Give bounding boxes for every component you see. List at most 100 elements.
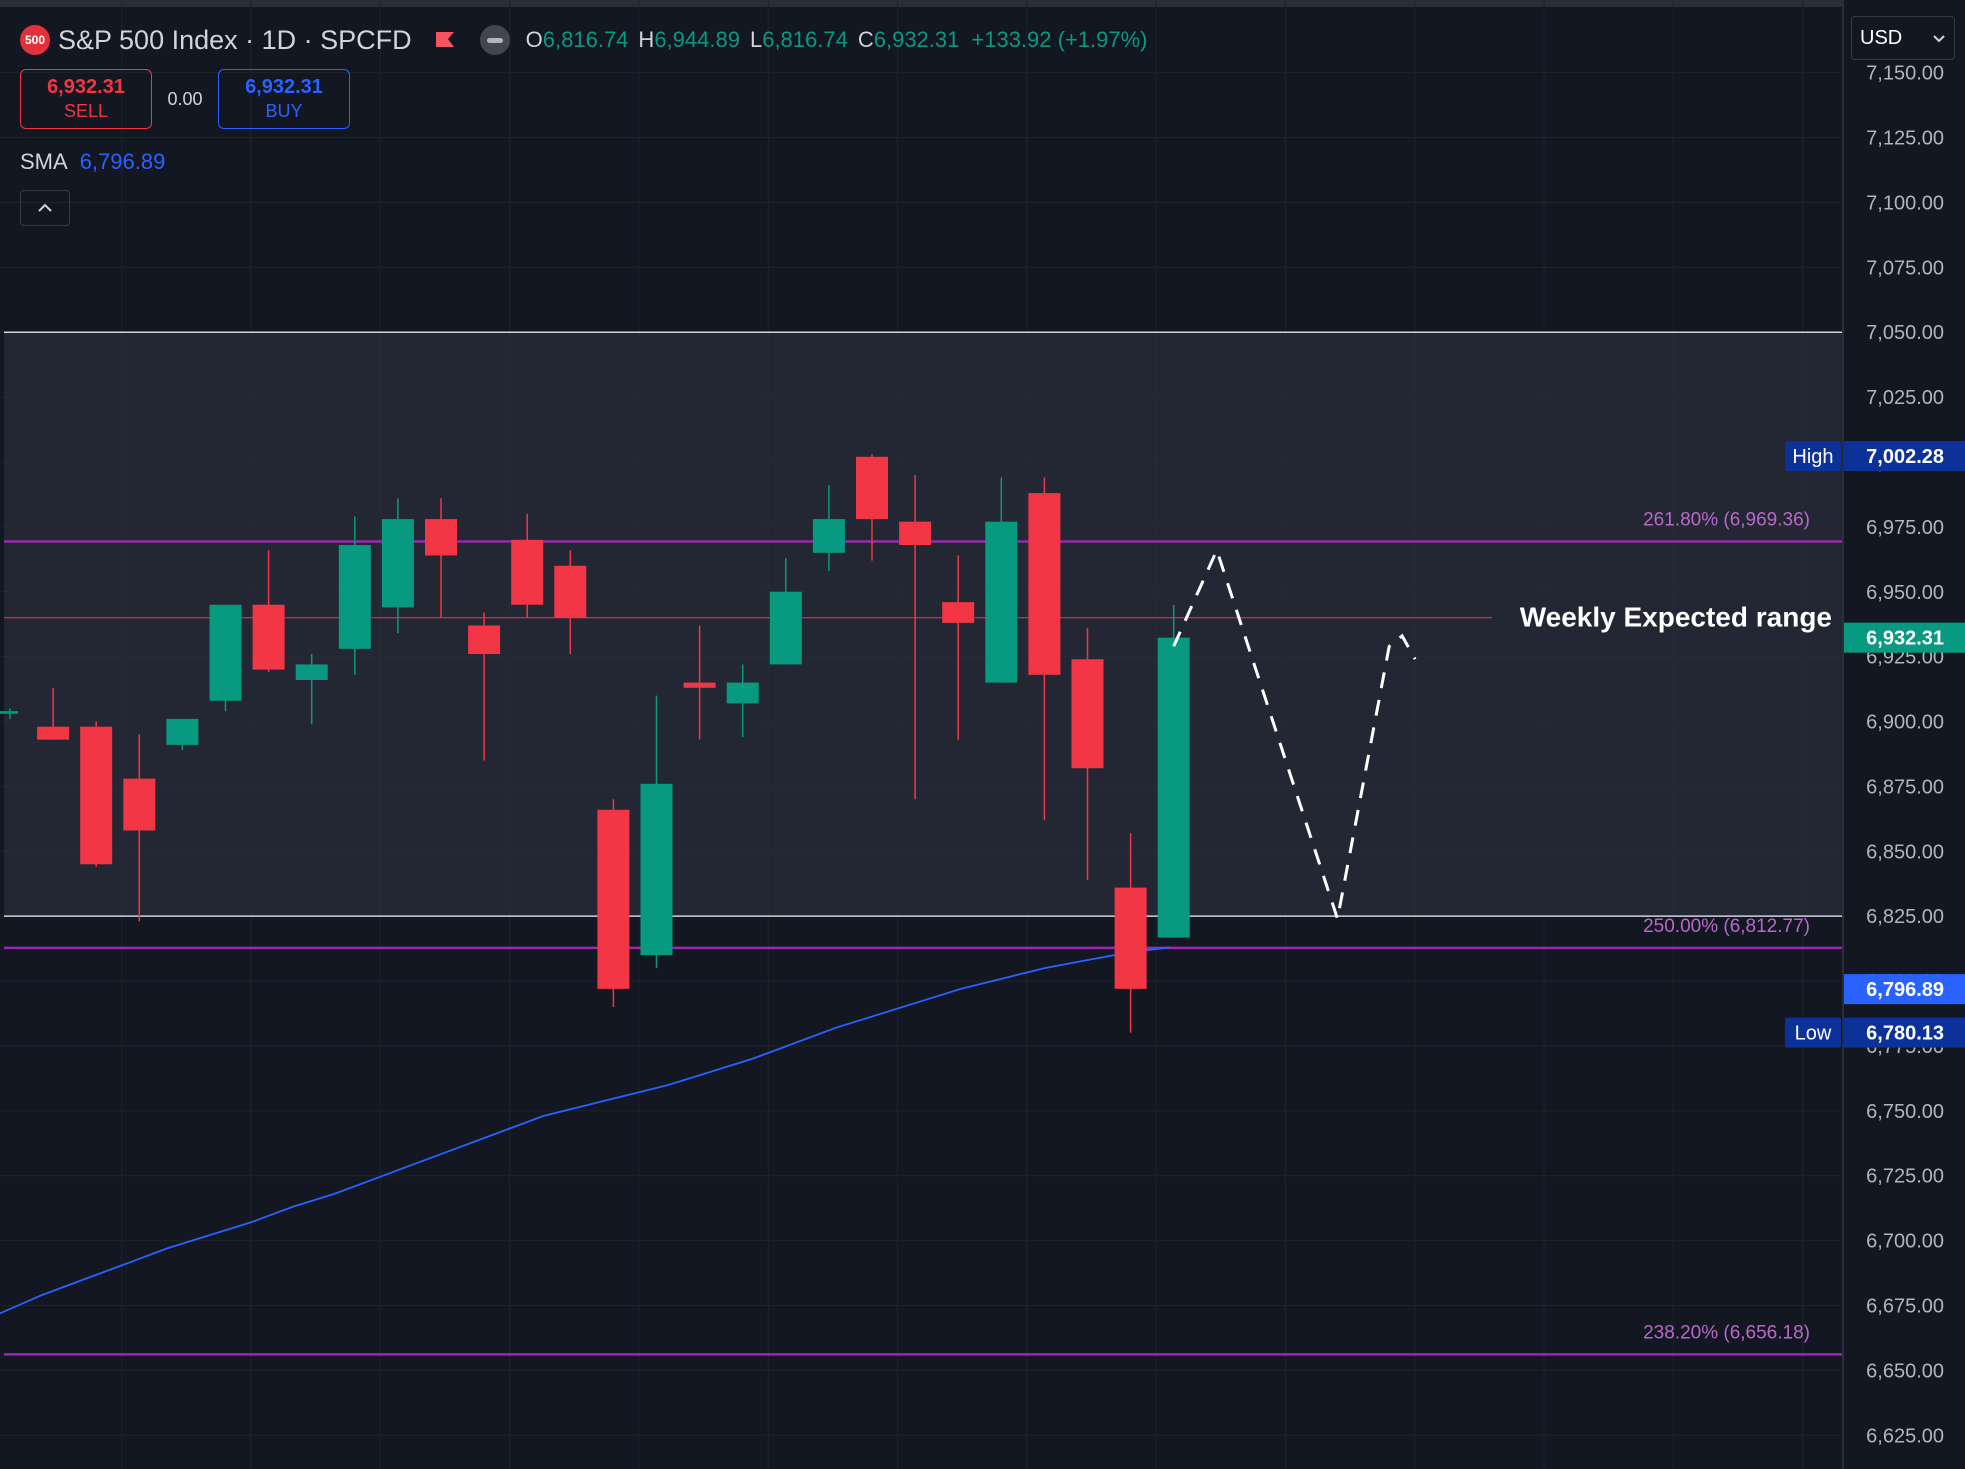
close-value: 6,932.31 bbox=[873, 27, 960, 52]
price-tag-value: 7,002.28 bbox=[1866, 446, 1944, 468]
price-tag: 7,002.28 High bbox=[1785, 441, 1965, 472]
candle-body bbox=[1157, 637, 1190, 938]
candle bbox=[942, 555, 975, 740]
candle-body bbox=[985, 521, 1018, 683]
candle-body bbox=[511, 539, 544, 605]
y-tick-label: 6,750.00 bbox=[1866, 1101, 1944, 1123]
candle bbox=[899, 474, 932, 800]
change-value: +133.92 (+1.97%) bbox=[971, 27, 1148, 52]
price-axis[interactable]: 7,150.00 7,125.00 7,100.00 7,075.00 7,050.00… bbox=[1842, 0, 1965, 1469]
price-axis-bg bbox=[1843, 0, 1965, 1469]
chevron-up-icon bbox=[38, 203, 52, 212]
legend-header: 500 S&P 500 Index · 1D · SPCFD O 6,816.74… bbox=[20, 20, 1148, 60]
fib-label: 250.00% (6,812.77) bbox=[1643, 916, 1810, 937]
fib-label: 238.20% (6,656.18) bbox=[1643, 1322, 1810, 1343]
candle-body bbox=[640, 783, 673, 956]
projection-path bbox=[1172, 546, 1417, 920]
candle-body bbox=[425, 519, 457, 556]
candle-body bbox=[554, 565, 587, 618]
candle bbox=[123, 734, 156, 922]
y-tick-label: 7,025.00 bbox=[1866, 387, 1944, 409]
price-tag: 6,932.31 bbox=[1844, 622, 1965, 653]
expected-range-box: Weekly Expected range bbox=[4, 331, 1843, 917]
candle bbox=[856, 454, 888, 561]
close-label: C bbox=[857, 27, 874, 52]
candle bbox=[468, 612, 501, 761]
candle-body bbox=[252, 604, 285, 670]
candle-body bbox=[338, 545, 371, 649]
y-tick-label: 6,825.00 bbox=[1866, 906, 1944, 928]
y-tick-label: 6,675.00 bbox=[1866, 1295, 1944, 1317]
candle-body bbox=[942, 602, 975, 623]
price-tag-bg bbox=[1844, 622, 1965, 653]
y-tick-label: 7,150.00 bbox=[1866, 63, 1944, 85]
sma-legend[interactable]: SMA 6,796.89 bbox=[20, 149, 165, 175]
candle bbox=[597, 799, 630, 1008]
candle bbox=[209, 604, 242, 712]
price-tag-label: Low bbox=[1795, 1023, 1832, 1045]
y-tick-label: 6,650.00 bbox=[1866, 1360, 1944, 1382]
price-tag-value: 6,932.31 bbox=[1866, 628, 1944, 650]
spread-value: 0.00 bbox=[167, 88, 203, 109]
projection-line bbox=[1172, 546, 1417, 920]
candle bbox=[726, 664, 759, 738]
candle bbox=[80, 721, 113, 867]
candle-body bbox=[856, 456, 888, 520]
buy-price: 6,932.31 bbox=[245, 76, 323, 98]
candlestick-series bbox=[0, 454, 1190, 1033]
collapse-legend-button[interactable] bbox=[20, 190, 70, 226]
candle-body bbox=[812, 519, 845, 553]
sell-price: 6,932.31 bbox=[47, 76, 125, 98]
currency-select[interactable]: USD bbox=[1851, 16, 1955, 60]
sell-button[interactable]: 6,932.31 SELL bbox=[20, 69, 152, 129]
flag-icon[interactable] bbox=[434, 30, 456, 50]
candle-body bbox=[468, 625, 501, 655]
expected-range-fill bbox=[4, 332, 1843, 917]
expected-range-label: Weekly Expected range bbox=[1520, 602, 1832, 633]
price-tag-label: High bbox=[1792, 446, 1833, 468]
candle-body bbox=[209, 604, 242, 701]
buy-button[interactable]: 6,932.31 BUY bbox=[218, 69, 350, 129]
candle bbox=[1114, 833, 1147, 1033]
candle-body bbox=[769, 591, 802, 665]
hide-indicator-icon[interactable] bbox=[479, 25, 510, 55]
y-tick-label: 6,975.00 bbox=[1866, 517, 1944, 539]
y-tick-label: 6,850.00 bbox=[1866, 841, 1944, 863]
y-tick-label: 6,725.00 bbox=[1866, 1166, 1944, 1188]
symbol-title[interactable]: S&P 500 Index · 1D · SPCFD bbox=[58, 24, 412, 55]
candle bbox=[769, 558, 802, 665]
price-tag-bg bbox=[1844, 1017, 1965, 1048]
price-tags: 7,002.28 High 6,932.31 6,796.89 6,780.13 Low bbox=[1785, 441, 1965, 1048]
price-tag-value: 6,780.13 bbox=[1866, 1023, 1944, 1045]
price-tag: 6,780.13 Low bbox=[1785, 1017, 1965, 1048]
candle bbox=[1028, 477, 1061, 821]
candle bbox=[812, 485, 845, 571]
high-label: H bbox=[638, 27, 655, 52]
candle-body bbox=[0, 711, 18, 714]
y-tick-label: 7,100.00 bbox=[1866, 192, 1944, 214]
candle-body bbox=[683, 682, 716, 688]
y-tick-label: 7,050.00 bbox=[1866, 322, 1944, 344]
sell-label: SELL bbox=[63, 101, 109, 121]
candle bbox=[295, 654, 328, 725]
candle-body bbox=[381, 519, 414, 608]
candle bbox=[1157, 605, 1190, 938]
low-label: L bbox=[749, 27, 763, 52]
candle-body bbox=[295, 664, 328, 680]
sma-name: SMA bbox=[20, 149, 68, 174]
candle bbox=[640, 695, 673, 969]
candle bbox=[166, 718, 199, 751]
sma-value: 6,796.89 bbox=[79, 149, 166, 174]
y-tick-label: 7,125.00 bbox=[1866, 128, 1944, 150]
candle bbox=[985, 477, 1018, 683]
candle bbox=[1071, 628, 1104, 880]
sma-series bbox=[0, 946, 1171, 1315]
symbol-logo[interactable]: 500 bbox=[20, 25, 50, 55]
candle-body bbox=[1071, 659, 1104, 769]
price-tag-label-bg bbox=[1785, 1017, 1841, 1048]
candle bbox=[0, 708, 18, 719]
fib-label: 261.80% (6,969.36) bbox=[1643, 510, 1810, 531]
candle bbox=[338, 516, 371, 675]
buy-label: BUY bbox=[265, 101, 303, 121]
